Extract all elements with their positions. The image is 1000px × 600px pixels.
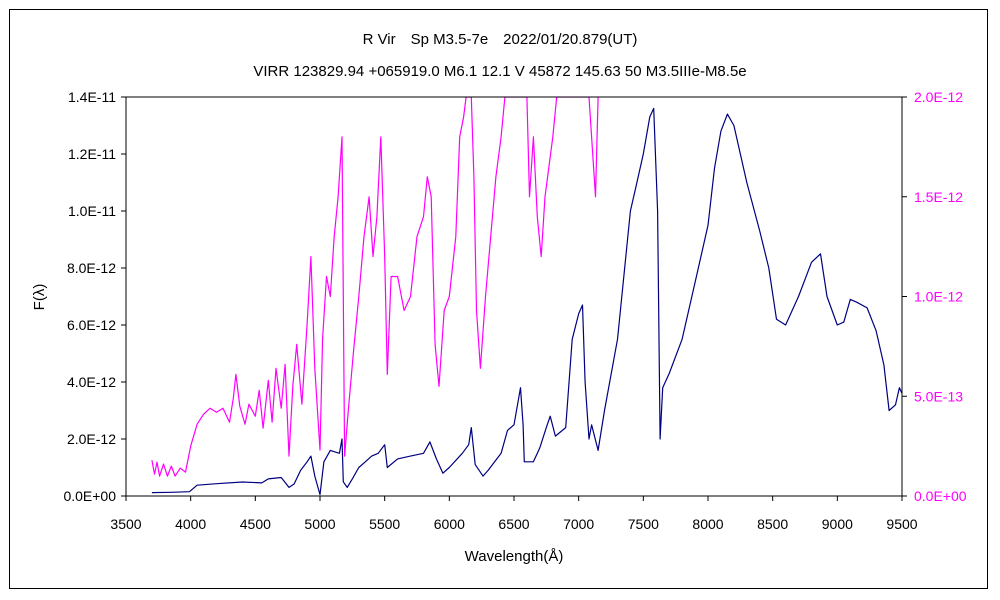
y-tick-label: 1.4E-11 [68, 89, 116, 105]
y-tick-label: 4.0E-12 [67, 374, 116, 390]
x-tick-label: 6000 [434, 516, 465, 532]
y2-tick-label: 2.0E-12 [914, 89, 963, 105]
y-tick-label: 6.0E-12 [67, 317, 116, 333]
chart-title: R Vir Sp M3.5-7e 2022/01/20.879(UT) [363, 31, 638, 48]
x-axis-label: Wavelength(Å) [465, 548, 564, 565]
x-tick-label: 5000 [304, 516, 335, 532]
y-tick-label: 0.0E+00 [63, 488, 116, 504]
y-axis-label: F(λ) [31, 284, 48, 311]
x-tick-label: 5500 [369, 516, 400, 532]
x-tick-label: 4500 [240, 516, 271, 532]
y2-tick-label: 1.5E-12 [914, 189, 963, 205]
x-tick-label: 7000 [563, 516, 594, 532]
x-tick-label: 8000 [692, 516, 723, 532]
y2-tick-label: 1.0E-12 [914, 289, 963, 305]
y2-axis-ticks: 0.0E+00 5.0E-13 1.0E-12 1.5E-12 2.0E-12 [902, 89, 967, 504]
x-tick-label: 7500 [628, 516, 659, 532]
x-axis-ticks: 3500 4000 4500 5000 5500 6000 6500 7000 7500 8000… [110, 496, 918, 532]
series-line-left-axis [151, 107, 902, 496]
x-tick-label: 9000 [822, 516, 853, 532]
chart-frame [9, 9, 988, 589]
y-tick-label: 1.0E-11 [68, 203, 116, 219]
y-tick-label: 1.2E-11 [68, 146, 116, 162]
x-tick-label: 9500 [886, 516, 917, 532]
plot-area-border [125, 96, 903, 497]
x-tick-label: 4000 [175, 516, 206, 532]
x-tick-label: 3500 [110, 516, 141, 532]
series-line-right-axis [151, 97, 599, 477]
chart-subtitle: VIRR 123829.94 +065919.0 M6.1 12.1 V 458… [253, 63, 746, 80]
series-layer [151, 97, 902, 496]
y2-tick-label: 5.0E-13 [914, 388, 963, 404]
x-tick-label: 6500 [498, 516, 529, 532]
y-axis-ticks: 0.0E+00 2.0E-12 4.0E-12 6.0E-12 8.0E-12 1.0E-… [63, 89, 126, 504]
x-tick-label: 8500 [757, 516, 788, 532]
y-tick-label: 2.0E-12 [67, 431, 116, 447]
y-tick-label: 8.0E-12 [67, 260, 116, 276]
y2-tick-label: 0.0E+00 [914, 488, 967, 504]
